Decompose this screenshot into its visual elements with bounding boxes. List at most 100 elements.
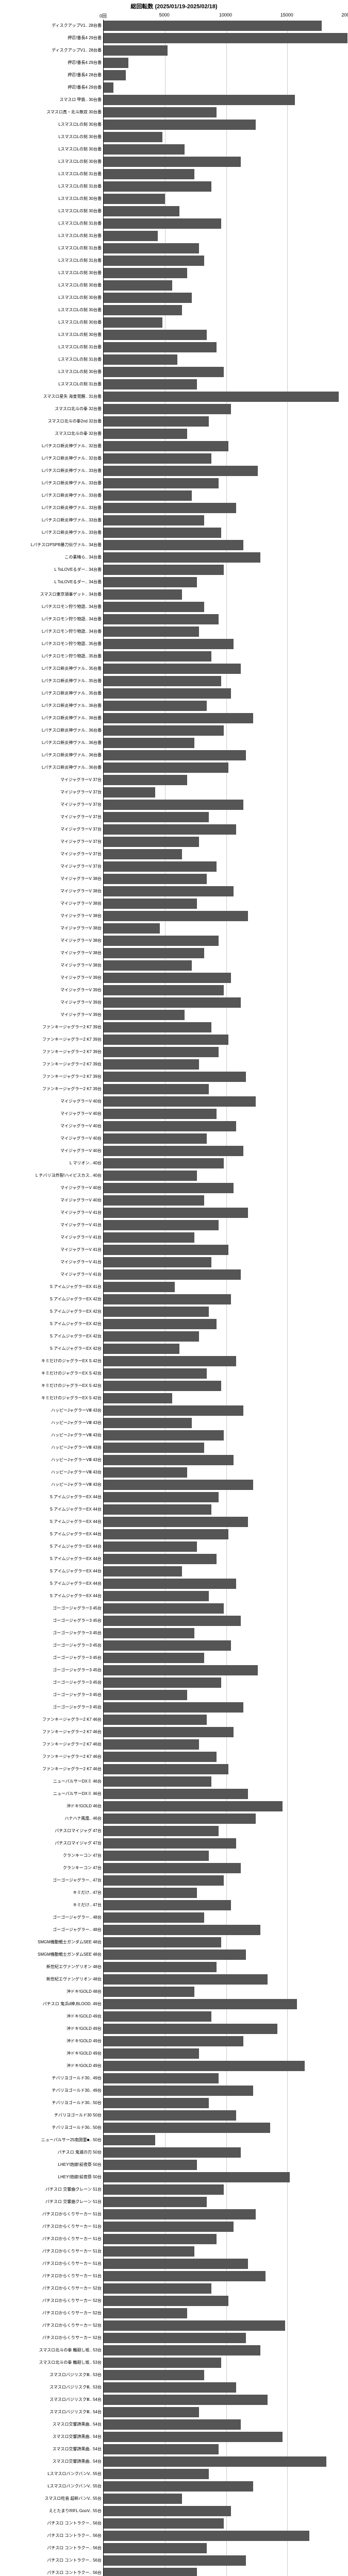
bar-label: クランキーコン 47台	[1, 1854, 104, 1858]
bar	[104, 2481, 253, 2492]
bar	[104, 317, 162, 328]
bar-row: この素晴ら.. 34台番	[104, 551, 348, 564]
bar-row: えとたまりRIFL GooV.. 55台	[104, 2505, 348, 2517]
bar	[104, 1826, 219, 1836]
bar	[104, 1319, 217, 1329]
bar	[104, 1776, 211, 1787]
bar-row: Lパチスロ新炎神ヴァル.. 33台番	[104, 514, 348, 527]
bar-label: マイジャグラーV 37台	[1, 778, 104, 782]
bar-label: Lパチスロモン狩り物語.. 35台番	[1, 642, 104, 646]
bar-label: Lパチスロ新炎神ヴァル.. 33台番	[1, 518, 104, 522]
bar-row: LスマスロLの刻 30台番	[104, 267, 348, 279]
bar-row: Lパチスロモン狩り物語.. 34台番	[104, 601, 348, 613]
bar	[104, 1566, 182, 1577]
bar-label: マイジャグラーV 41台	[1, 1223, 104, 1227]
bar-row: Lパチスロモン狩り物語.. 34台番	[104, 613, 348, 625]
bar	[104, 1665, 258, 1675]
bar	[104, 2419, 241, 2430]
bar	[104, 1269, 241, 1280]
bar	[104, 1962, 217, 1972]
bar-row: SMGM機動戦士ガンダムSEE 48台	[104, 1948, 348, 1961]
bar-row: ゴーゴージャグラー3 45台	[104, 1664, 348, 1676]
bar-row: マイジャグラーV 38台	[104, 897, 348, 910]
bar	[104, 973, 231, 983]
bar	[104, 664, 241, 674]
bar-row: S アイムジャグラーEX 44台	[104, 1528, 348, 1540]
bar	[104, 2456, 326, 2467]
bar-label: マイジャグラーV 38台	[1, 877, 104, 881]
bar-row: マイジャグラーV 39台	[104, 972, 348, 984]
bar	[104, 429, 187, 439]
bar-row: マイジャグラーV 40台	[104, 1108, 348, 1120]
bar	[104, 1356, 236, 1366]
bar-row: ニューパルサーDXミ 46台	[104, 1788, 348, 1800]
bar-label: マイジャグラーV 40台	[1, 1186, 104, 1190]
bar	[104, 1084, 209, 1094]
bar	[104, 490, 192, 501]
x-axis-labels: 0回5000100001500020000	[103, 12, 348, 20]
bar	[104, 1418, 192, 1428]
bar	[104, 738, 194, 748]
bar-row: ファンキージャグラー2 K7 39台	[104, 1046, 348, 1058]
bar	[104, 466, 258, 476]
bar	[104, 948, 204, 958]
bar	[104, 2395, 268, 2405]
bar-label: LスマスロLの刻 31台番	[1, 382, 104, 386]
bar	[104, 95, 295, 105]
bar-label: ハッピーJャグラーVⅢ 43台	[1, 1421, 104, 1425]
bar-label: SMGM機動戦士ガンダムSEE 48台	[1, 1953, 104, 1957]
bar-row: スマスロ 甲鉄.. 30台番	[104, 94, 348, 106]
bar	[104, 2271, 266, 2281]
bar	[104, 1381, 221, 1391]
bar	[104, 2518, 224, 2529]
bar-label: LスマスロLの刻 30台番	[1, 160, 104, 164]
bar	[104, 132, 162, 142]
bar-label: LHEY!炮娘!前夜祭 50台	[1, 2163, 104, 2167]
bar-row: Lパチスロ新炎神ヴァル.. 33台番	[104, 477, 348, 489]
bar-row: LスマスロLの刻 31台番	[104, 255, 348, 267]
bar-label: マイジャグラーV 40台	[1, 1137, 104, 1141]
bar-label: LスマスロLの刻 30台番	[1, 209, 104, 213]
bar-label: ゴーゴージャグラー3 45台	[1, 1693, 104, 1697]
bar-label: Lパチスロ新炎神ヴァル.. 36台番	[1, 753, 104, 757]
bar	[104, 206, 179, 216]
bar-label: マイジャグラーV 39台	[1, 1001, 104, 1005]
bar	[104, 626, 199, 637]
bar	[104, 1912, 204, 1923]
bar	[104, 330, 207, 340]
bar-row: パチスロからくりサーカー 51台	[104, 2270, 348, 2282]
bar	[104, 1022, 211, 1032]
bar-row: LスマスロLの刻 30台番	[104, 156, 348, 168]
bar-row: ゴーゴージャグラー3 45台	[104, 1689, 348, 1701]
bar-label: マイジャグラーV 37台	[1, 803, 104, 807]
bar	[104, 2086, 253, 2096]
bar-row: スマスロバジリスクⅢ.. 53台	[104, 2381, 348, 2394]
bar-label: 押忍!番長4 29台番	[1, 36, 104, 40]
bar-label: Lパチスロ新炎神ヴァル.. 36台番	[1, 766, 104, 770]
bar-row: LスマスロLの刻 30台番	[104, 118, 348, 131]
bar-row: スマスロバジリスクⅢ.. 54台	[104, 2394, 348, 2406]
bar	[104, 577, 197, 587]
bar-label: SMGM機動戦士ガンダムSEE 48台	[1, 1940, 104, 1944]
bar	[104, 1208, 248, 1218]
bar-row: マイジャグラーV 40台	[104, 1194, 348, 1207]
bar	[104, 2110, 236, 2121]
bar-label: パチスロマイジャグ 47台	[1, 1841, 104, 1845]
bar-label: Lパチスロモン狩り物語.. 34台番	[1, 617, 104, 621]
bar	[104, 874, 207, 884]
bar	[104, 194, 165, 204]
bar-row: マイジャグラーV 38台	[104, 935, 348, 947]
bar-label: パチスロ コントラクー.. 56台	[1, 2521, 104, 2526]
bar-label: ゴーゴージャグラー3 45台	[1, 1705, 104, 1709]
bar	[104, 750, 246, 760]
bar	[104, 1628, 194, 1638]
bar-row: マイジャグラーV 38台	[104, 922, 348, 935]
bar-label: チバリヨゴールド30.. 50台	[1, 2101, 104, 2105]
bar-row: クランキーコン 47台	[104, 1850, 348, 1862]
bar-row: マイジャグラーV 39台	[104, 1009, 348, 1021]
bar-label: 沖ドキ!GOLD 48台	[1, 1990, 104, 1994]
bar-row: キミだけ.. 47台	[104, 1899, 348, 1911]
bar-label: S アイムジャグラーEX 44台	[1, 1582, 104, 1586]
bar-row: パチスロ コントラクー.. 56台	[104, 2530, 348, 2542]
bar-label: LパチスロPSPB暴刀伝ヴァル.. 34台番	[1, 543, 104, 547]
